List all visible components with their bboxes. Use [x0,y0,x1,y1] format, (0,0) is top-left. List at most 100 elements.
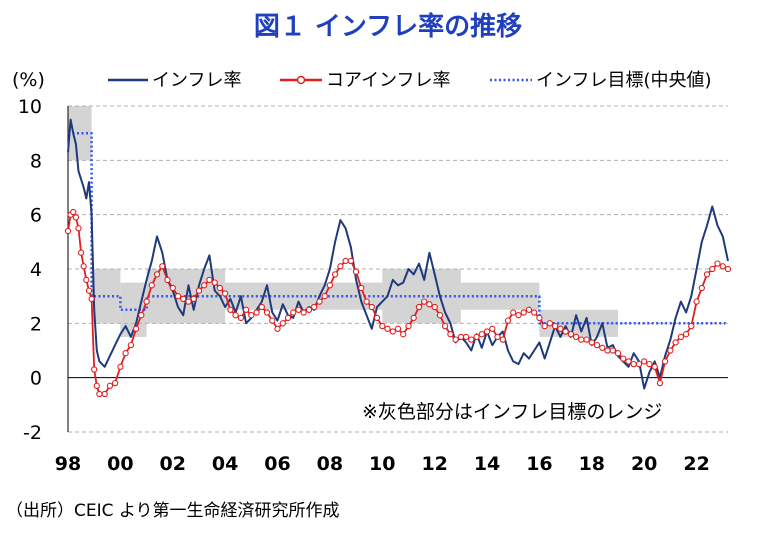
core-point [431,303,438,311]
core-point [614,350,622,357]
core-point [572,333,580,341]
core-point [153,271,161,278]
core-point [242,306,250,313]
x-tick-label: 06 [264,453,290,475]
x-tick-label: 14 [474,453,500,475]
core-point [290,309,297,316]
axis-layer [67,106,728,432]
x-tick-label: 08 [317,453,343,475]
core-point [447,331,454,338]
core-point [682,331,690,338]
core-point [206,276,213,284]
legend-label-core: コアインフレ率 [326,70,451,91]
core-point [143,298,150,305]
core-point [93,382,100,389]
core-point [588,339,595,346]
core-point [216,284,224,292]
legend-label-target: インフレ目標(中央値) [536,70,712,91]
core-point [127,341,135,349]
core-point [709,265,716,273]
y-tick-label: 0 [30,368,42,390]
core-point [300,309,307,316]
core-point [520,309,527,316]
core-point [630,360,637,368]
core-point [368,303,375,311]
core-point [321,293,328,300]
core-point [641,358,648,365]
legend-marker-core [296,75,306,85]
x-tick-label: 00 [107,453,133,475]
core-point [688,322,695,330]
core-point [331,271,339,278]
core-point [510,309,517,316]
core-point [405,322,412,330]
series-line-cpi [67,118,729,390]
core-point [609,347,616,354]
core-point [279,320,286,327]
core-point [541,322,548,330]
x-tick-label: 04 [212,453,238,475]
source-note: （出所）CEIC より第一生命経済研究所作成 [6,501,340,521]
core-point [148,282,155,289]
core-point [703,271,711,278]
core-point [201,282,208,289]
x-tick-label: 12 [421,453,447,475]
core-point [394,325,402,332]
band-annotation: ※灰色部分はインフレ目標のレンジ [362,401,662,423]
y-tick-label: 8 [30,150,42,172]
core-point [64,227,72,235]
core-point [316,298,323,305]
core-point [546,320,554,327]
y-tick-label: 4 [30,259,42,281]
core-point [311,303,318,311]
core-point [101,390,108,398]
legend: インフレ率 コアインフレ率 インフレ目標(中央値) [108,70,712,91]
core-point [415,303,423,311]
core-point [72,214,80,221]
core-point [358,284,365,292]
core-point [342,257,349,265]
core-point [462,333,470,341]
y-tick-label: 2 [30,313,42,335]
core-point [478,331,485,338]
core-point [677,333,685,341]
core-point [441,322,449,330]
chart-title: 図１ インフレ率の推移 [253,12,523,42]
core-point [536,314,543,322]
core-point [724,265,732,273]
grid-layer [68,105,728,433]
core-point [515,312,522,319]
core-point [269,317,276,324]
core-point [305,306,313,313]
core-point [698,284,705,292]
core-point [389,328,396,335]
core-point [138,312,145,319]
series-layer [64,118,732,398]
core-point [132,325,140,332]
core-point [85,287,93,294]
core-point [117,363,124,370]
target-band-6 [382,269,461,324]
core-point [352,268,360,275]
core-point [284,314,292,322]
core-point [111,379,119,387]
core-point [599,344,606,351]
x-tick-label: 18 [579,453,605,475]
core-point [363,298,370,305]
core-point [604,347,611,354]
core-point [232,312,239,319]
core-point [400,331,407,338]
core-point [593,341,601,349]
x-tick-label: 22 [683,453,709,475]
core-point [326,282,334,289]
core-point [159,263,166,270]
x-tick-label: 02 [160,453,186,475]
core-point [557,325,564,332]
core-point [174,293,182,300]
core-point [499,336,506,343]
core-point [347,257,355,265]
core-point [83,276,90,284]
core-point [714,260,721,267]
